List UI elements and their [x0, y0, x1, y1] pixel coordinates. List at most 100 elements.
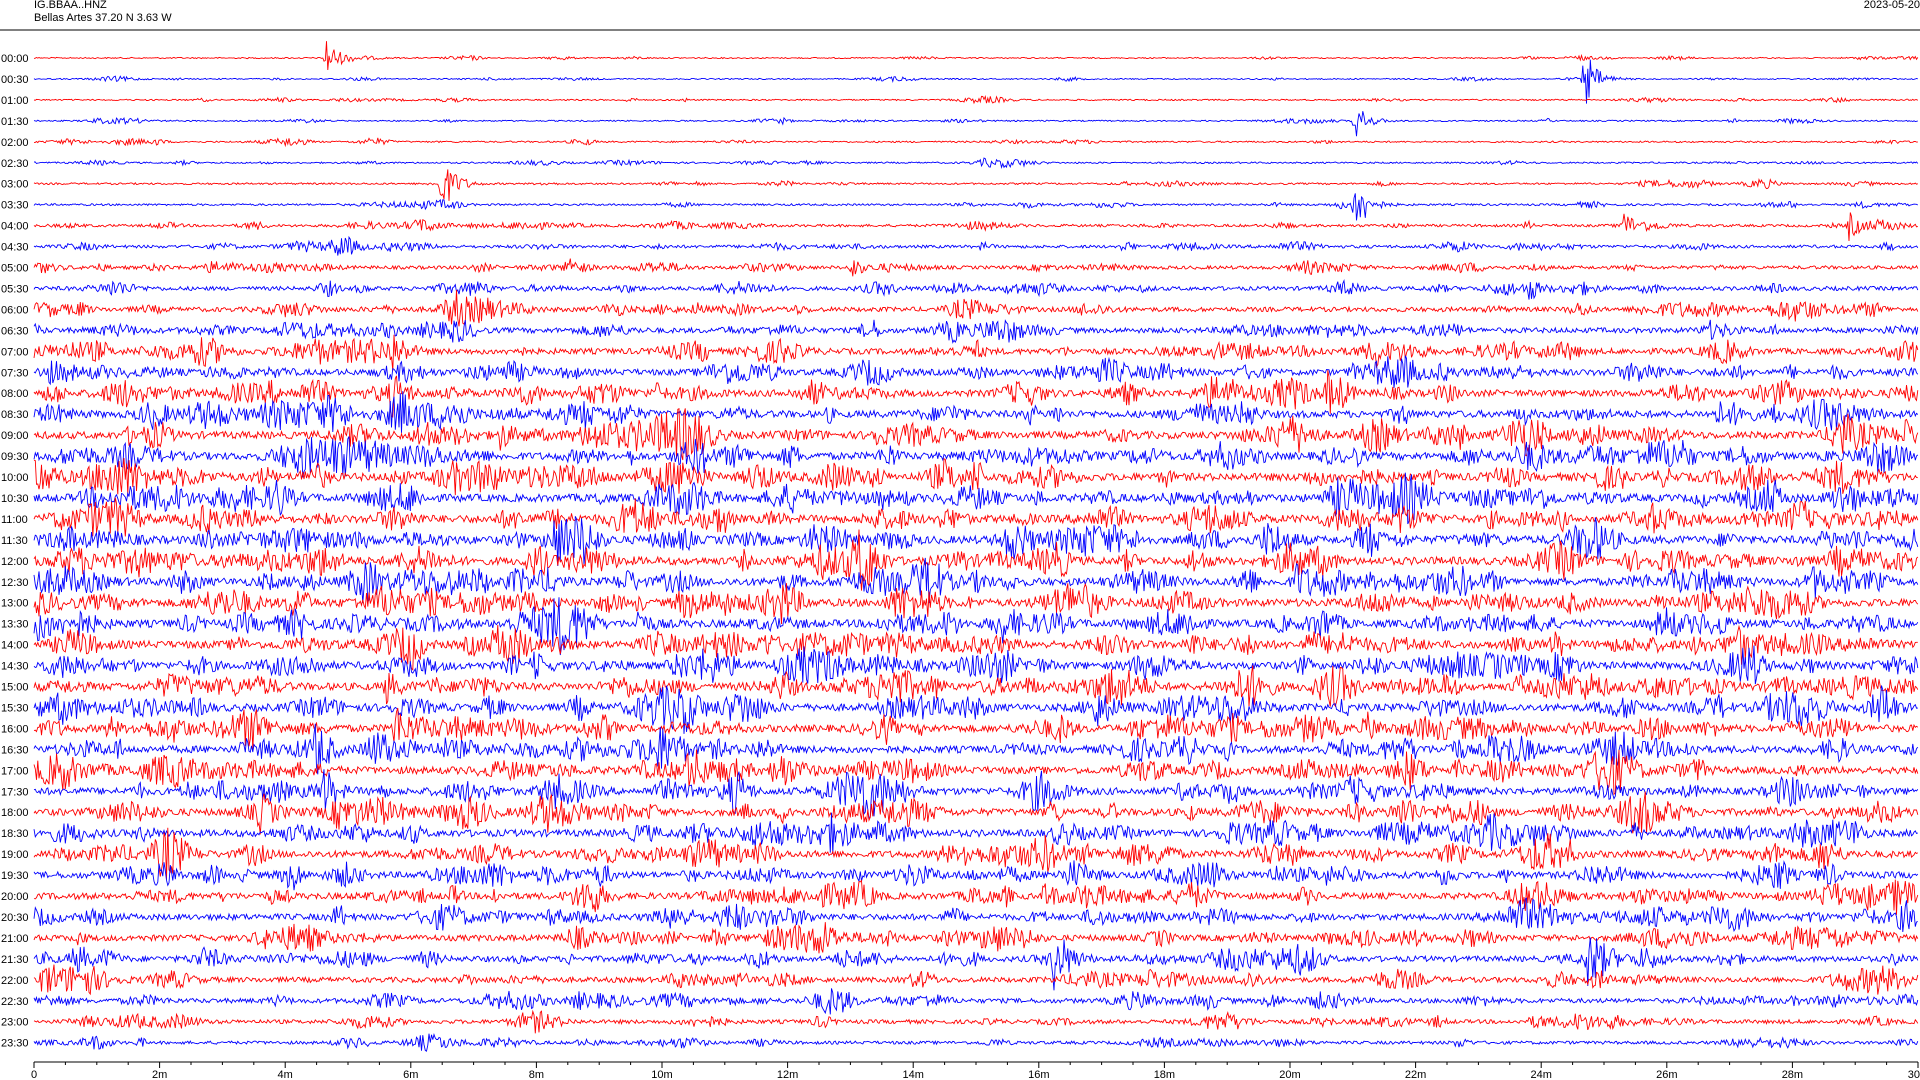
row-label: 10:00: [1, 472, 29, 484]
time-axis: 0 2m 4m 6m 8m 10m 12m 14m 16m 18m 20m 22m 24m 26m 28m 3…: [0, 29, 1920, 1080]
trace-line-0130: [33, 111, 1918, 137]
x-tick-label: 2m: [152, 1069, 167, 1080]
trace-line-0530: [33, 278, 1919, 300]
trace-line-0230: [34, 157, 1919, 169]
row-label: 10:30: [1, 493, 29, 505]
trace-line-0000: [33, 41, 1919, 71]
trace-line-1530: [33, 685, 1918, 734]
row-label: 14:30: [1, 661, 29, 673]
row-label: 21:00: [1, 933, 29, 945]
trace-line-0630: [33, 319, 1919, 344]
x-tick-label: 30: [1908, 1069, 1920, 1080]
x-tick-label: 0: [31, 1069, 37, 1080]
station-info-label: Bellas Artes 37.20 N 3.63 W: [34, 12, 172, 24]
row-label: 02:00: [1, 137, 29, 149]
row-label: 15:30: [1, 702, 29, 714]
trace-line-0930: [33, 436, 1919, 478]
x-tick-label: 26m: [1656, 1069, 1677, 1080]
trace-line-0900: [33, 407, 1919, 461]
trace-line-2000: [33, 879, 1919, 915]
trace-line-1930: [33, 860, 1919, 891]
row-label: 15:00: [1, 682, 29, 694]
row-label: 07:00: [1, 346, 29, 358]
row-label: 13:00: [1, 598, 29, 610]
x-tick-label: 24m: [1530, 1069, 1551, 1080]
x-tick-label: 4m: [278, 1069, 293, 1080]
trace-line-1300: [33, 583, 1919, 625]
trace-line-1130: [33, 516, 1919, 567]
row-label: 17:30: [1, 786, 29, 798]
row-label: 06:30: [1, 325, 29, 337]
row-label: 05:00: [1, 263, 29, 275]
row-label: 23:30: [1, 1038, 29, 1050]
row-label: 03:00: [1, 179, 29, 191]
row-label: 19:30: [1, 870, 29, 882]
row-label: 08:30: [1, 409, 29, 421]
row-label: 23:00: [1, 1017, 29, 1029]
trace-line-0800: [33, 370, 1919, 418]
trace-line-1900: [33, 827, 1919, 880]
row-label: 17:00: [1, 765, 29, 777]
row-label: 03:30: [1, 200, 29, 212]
trace-line-1330: [33, 597, 1919, 656]
row-label: 04:30: [1, 242, 29, 254]
row-label: 04:00: [1, 221, 29, 233]
trace-line-1730: [33, 769, 1919, 821]
trace-line-1100: [33, 497, 1919, 537]
x-tick-label: 14m: [902, 1069, 923, 1080]
x-tick-label: 8m: [529, 1069, 544, 1080]
trace-line-0030: [33, 59, 1918, 104]
trace-line-0100: [33, 94, 1919, 105]
row-label: 11:00: [1, 514, 28, 526]
trace-line-0600: [33, 289, 1919, 327]
row-label: 07:30: [1, 367, 29, 379]
trace-line-2230: [33, 988, 1919, 1015]
trace-line-2330: [33, 1033, 1919, 1052]
trace-line-1000: [33, 458, 1918, 496]
row-label: 22:30: [1, 996, 29, 1008]
row-label: 18:30: [1, 828, 29, 840]
trace-line-0700: [33, 334, 1919, 371]
trace-line-1430: [33, 645, 1919, 685]
row-label: 00:00: [1, 53, 29, 65]
trace-line-1200: [33, 529, 1919, 591]
row-label: 01:00: [1, 95, 29, 107]
trace-line-1230: [33, 557, 1919, 604]
date-label: 2023-05-20: [1863, 0, 1920, 11]
row-label: 05:30: [1, 283, 29, 295]
row-label: 13:30: [1, 619, 29, 631]
row-label: 18:00: [1, 807, 29, 819]
trace-line-1630: [33, 723, 1919, 775]
row-label: 06:00: [1, 304, 29, 316]
row-label: 22:00: [1, 975, 29, 987]
x-tick-label: 20m: [1279, 1069, 1300, 1080]
trace-line-1830: [33, 812, 1918, 855]
row-label: 11:30: [1, 535, 28, 547]
trace-line-1400: [33, 624, 1918, 671]
row-label: 20:00: [1, 891, 29, 903]
row-label: 14:00: [1, 640, 29, 652]
trace-line-0300: [33, 169, 1918, 201]
trace-line-2300: [33, 1009, 1919, 1034]
trace-line-0430: [33, 235, 1919, 256]
x-tick-label: 18m: [1154, 1069, 1175, 1080]
row-label: 01:30: [1, 116, 29, 128]
x-tick-label: 10m: [651, 1069, 672, 1080]
trace-line-0830: [33, 391, 1919, 433]
row-label: 16:00: [1, 723, 29, 735]
trace-line-0200: [34, 137, 1918, 148]
trace-line-1500: [33, 665, 1919, 708]
row-label: 00:30: [1, 74, 29, 86]
row-label: 12:00: [1, 556, 29, 568]
x-tick-label: 28m: [1782, 1069, 1803, 1080]
x-tick-label: 6m: [403, 1069, 418, 1080]
x-tick-label: 16m: [1028, 1069, 1049, 1080]
row-label: 12:30: [1, 577, 29, 589]
row-label: 20:30: [1, 912, 29, 924]
row-label: 19:00: [1, 849, 29, 861]
trace-line-1800: [33, 791, 1919, 835]
trace-line-1030: [33, 472, 1919, 525]
row-label: 09:00: [1, 430, 29, 442]
x-tick-label: 12m: [777, 1069, 798, 1080]
